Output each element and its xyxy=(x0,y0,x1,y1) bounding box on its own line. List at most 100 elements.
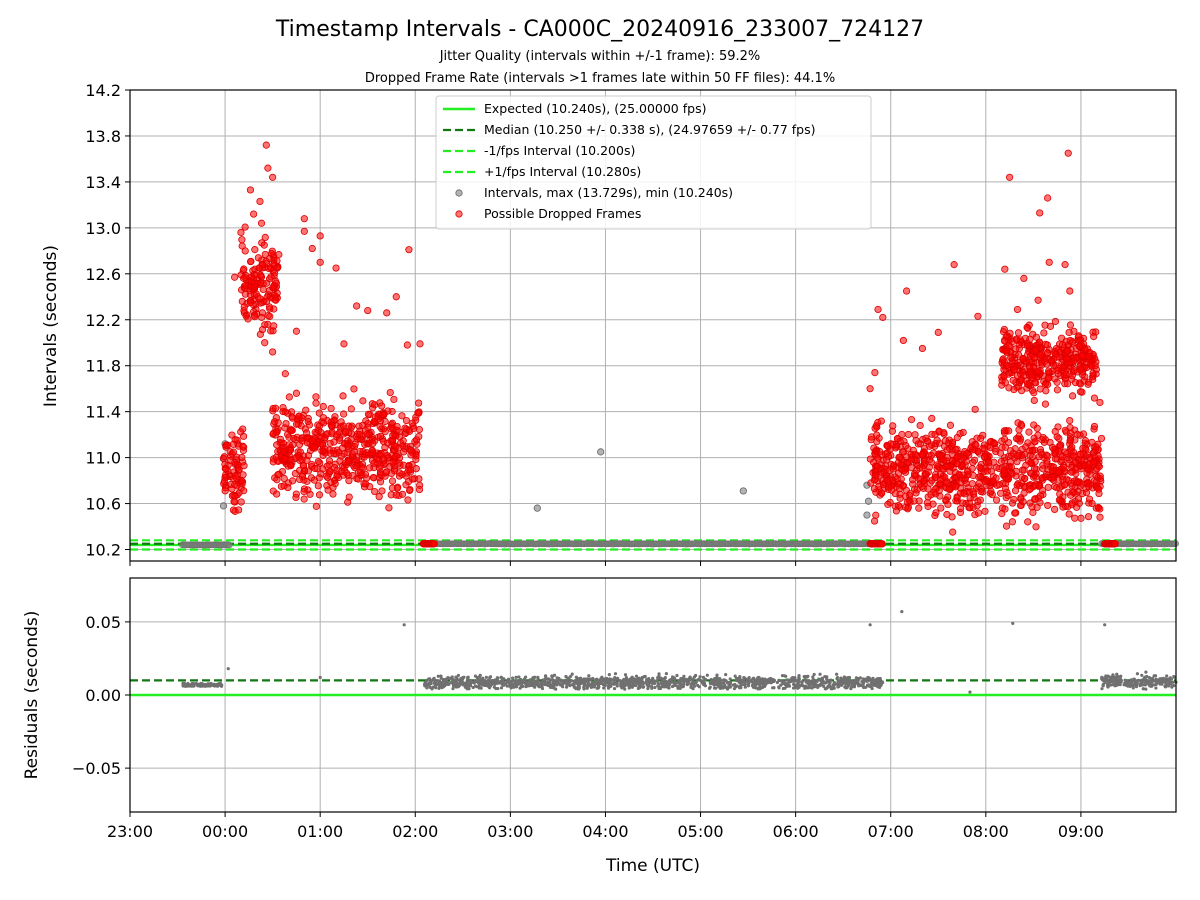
dropped-frame-point xyxy=(1043,341,1051,349)
residual-point xyxy=(441,682,445,687)
dropped-frame-point xyxy=(1082,489,1091,497)
dropped-frame-point xyxy=(229,448,238,456)
residual-point xyxy=(865,683,870,687)
dropped-frame-point xyxy=(948,440,957,448)
residual-point xyxy=(602,686,606,690)
residual-point xyxy=(654,679,659,683)
dropped-frame-point xyxy=(933,461,941,469)
residual-point xyxy=(870,683,874,687)
dropped-frame-point xyxy=(1013,451,1021,460)
dropped-frame-point xyxy=(992,447,1000,456)
residual-point xyxy=(657,672,661,676)
residual-point xyxy=(613,676,617,680)
residual-point xyxy=(547,681,551,685)
dropped-frame-point xyxy=(943,446,951,454)
dropped-frame-point xyxy=(1030,389,1038,397)
residual-point xyxy=(209,681,213,686)
residual-point xyxy=(845,680,850,684)
dropped-frame-point xyxy=(1077,514,1085,522)
residual-point xyxy=(1011,621,1015,625)
dropped-frame-point xyxy=(872,471,880,479)
dropped-frame-point xyxy=(231,507,239,515)
dropped-frame-point xyxy=(1041,400,1050,408)
residual-point xyxy=(772,686,776,690)
dropped-frame-point xyxy=(1053,386,1062,394)
residual-point xyxy=(465,680,469,684)
dropped-frame-point xyxy=(330,449,338,458)
dropped-frame-point xyxy=(1066,417,1074,425)
dropped-frame-point xyxy=(393,426,401,434)
residual-point xyxy=(1131,686,1135,690)
residual-point xyxy=(465,687,469,691)
dropped-frame-point xyxy=(323,472,331,480)
dropped-frame-point xyxy=(280,482,288,490)
residual-point xyxy=(629,683,633,687)
residual-point xyxy=(507,684,512,688)
residual-point xyxy=(800,682,804,686)
dropped-frame-point xyxy=(351,440,359,448)
residuals-series-points xyxy=(181,610,1178,694)
dropped-frame-point xyxy=(1060,463,1068,472)
residual-point xyxy=(676,686,680,690)
residual-point xyxy=(544,681,548,685)
residual-point xyxy=(874,678,878,682)
residual-point xyxy=(640,675,644,680)
residual-point xyxy=(662,683,666,688)
dropped-frame-point xyxy=(237,286,246,294)
dropped-frame-point xyxy=(1075,342,1083,350)
residual-point xyxy=(586,684,590,689)
dropped-frame-point xyxy=(933,436,941,444)
residual-point xyxy=(1153,674,1158,678)
dropped-frame-point xyxy=(1056,490,1064,498)
dropped-frame-point xyxy=(403,341,411,349)
dropped-frame-point xyxy=(381,459,389,468)
dropped-frame-point xyxy=(364,410,373,418)
residual-point xyxy=(457,683,462,687)
residual-point xyxy=(603,680,608,684)
residual-point xyxy=(550,685,555,690)
dropped-frame-point xyxy=(1034,296,1042,304)
residual-point xyxy=(1129,683,1133,688)
dropped-frame-point xyxy=(1073,503,1081,511)
dropped-frame-point xyxy=(1001,337,1009,345)
residual-point xyxy=(746,682,750,686)
dropped-frame-point xyxy=(384,439,392,447)
residual-point xyxy=(709,677,713,682)
dropped-frame-point xyxy=(968,465,976,473)
residual-point xyxy=(862,685,866,689)
dropped-frame-point xyxy=(1089,375,1097,384)
dropped-frame-point xyxy=(339,392,347,400)
dropped-frame-point xyxy=(383,309,391,317)
dropped-frame-point xyxy=(247,278,255,286)
dropped-frame-point xyxy=(309,437,317,445)
residual-point xyxy=(1123,678,1127,682)
dropped-frame-point xyxy=(1013,481,1021,489)
dropped-frame-point xyxy=(328,421,336,430)
residual-point xyxy=(564,674,568,679)
dropped-frame-point xyxy=(229,440,237,448)
dropped-frame-point xyxy=(920,477,928,485)
dropped-frame-point xyxy=(333,472,341,480)
dropped-frame-point xyxy=(981,507,989,515)
dropped-frame-point xyxy=(928,414,936,423)
dropped-frame-point xyxy=(316,232,324,240)
dropped-frame-point xyxy=(974,509,983,517)
residuals-y-axis-label: Residuals (seconds) xyxy=(22,611,42,780)
residual-point xyxy=(1168,681,1172,685)
intervals-y-tick-label: 13.0 xyxy=(85,219,121,238)
dropped-frame-point xyxy=(256,295,264,303)
dropped-frame-point xyxy=(1017,387,1026,395)
dropped-frame-point xyxy=(242,281,250,289)
residual-point xyxy=(189,683,193,687)
residual-point xyxy=(587,674,591,678)
dropped-frame-point xyxy=(356,430,364,439)
dropped-frame-point xyxy=(878,540,886,548)
dropped-frame-point xyxy=(870,485,878,493)
dropped-frame-point xyxy=(280,454,288,463)
dropped-frame-point xyxy=(345,493,353,501)
residual-point xyxy=(318,675,322,680)
residual-point xyxy=(514,684,518,688)
residual-point xyxy=(1129,678,1133,682)
residual-point xyxy=(701,675,706,679)
residual-point xyxy=(569,674,573,678)
